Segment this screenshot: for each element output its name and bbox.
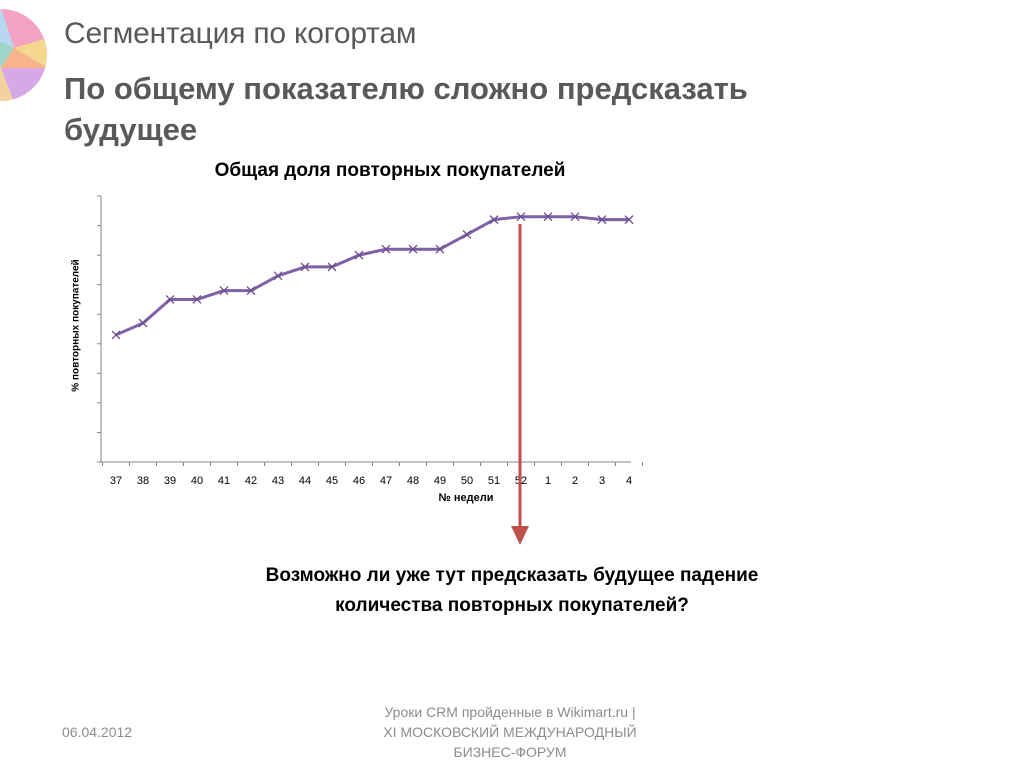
slide-subtitle: По общему показателю сложно предсказать …	[64, 68, 944, 150]
x-tick-label: 1	[545, 475, 551, 487]
x-tick-label: 37	[110, 475, 122, 487]
question-text: Возможно ли уже тут предсказать будущее …	[200, 561, 824, 621]
x-tick-label: 49	[434, 475, 446, 487]
slide-subtitle-line-1: По общему показателю сложно предсказать	[64, 71, 748, 106]
x-tick-label: 47	[380, 475, 392, 487]
chart-xlabel: № недели	[438, 492, 494, 504]
x-tick-label: 50	[461, 475, 473, 487]
x-tick-label: 2	[572, 475, 578, 487]
annotation-arrow-head	[511, 526, 529, 545]
data-point	[408, 244, 418, 254]
footer-line-1: Уроки CRM пройденные в Wikimart.ru |	[384, 704, 636, 720]
data-point	[435, 244, 445, 254]
data-point	[111, 330, 121, 340]
question-line-1: Возможно ли уже тут предсказать будущее …	[265, 565, 759, 586]
data-point	[597, 215, 607, 225]
data-point	[165, 294, 175, 304]
question-line-2: количества повторных покупателей?	[335, 595, 689, 616]
x-tick-label: 48	[407, 475, 419, 487]
x-tick-label: 45	[326, 475, 338, 487]
footer-caption: Уроки CRM пройденные в Wikimart.ru | XI …	[340, 702, 680, 762]
data-point	[381, 244, 391, 254]
x-tick-label: 40	[191, 475, 203, 487]
data-point	[327, 262, 337, 272]
x-tick-label: 4	[626, 475, 632, 487]
footer-line-3: БИЗНЕС-ФОРУМ	[453, 744, 567, 760]
x-tick-label: 43	[272, 475, 284, 487]
x-tick-label: 39	[164, 475, 176, 487]
data-point	[462, 229, 472, 239]
data-point	[246, 286, 256, 296]
x-tick-label: 46	[353, 475, 365, 487]
x-tick-label: 51	[488, 475, 500, 487]
slide-subtitle-line-2: будущее	[64, 112, 198, 147]
data-point	[516, 212, 526, 222]
data-point	[543, 212, 553, 222]
chart-ylabel: % повторных покупателей	[70, 259, 82, 392]
data-point	[273, 271, 283, 281]
x-tick-label: 38	[137, 475, 149, 487]
data-point	[624, 215, 634, 225]
data-point	[570, 212, 580, 222]
data-point	[489, 215, 499, 225]
series-line	[115, 215, 629, 337]
chart-title: Общая доля повторных покупателей	[214, 160, 566, 181]
data-point	[300, 262, 310, 272]
slide-title: Сегментация по когортам	[64, 17, 417, 50]
data-point	[138, 318, 148, 328]
data-point	[219, 286, 229, 296]
footer-line-2: XI МОСКОВСКИЙ МЕЖДУНАРОДНЫЙ	[383, 724, 637, 740]
logo-mosaic	[0, 9, 47, 101]
x-tick-label: 44	[299, 475, 311, 487]
x-tick-label: 3	[599, 475, 605, 487]
footer-date: 06.04.2012	[62, 724, 133, 740]
data-point	[192, 294, 202, 304]
data-point	[354, 250, 364, 260]
x-tick-label: 41	[218, 475, 230, 487]
x-tick-label: 42	[245, 475, 257, 487]
